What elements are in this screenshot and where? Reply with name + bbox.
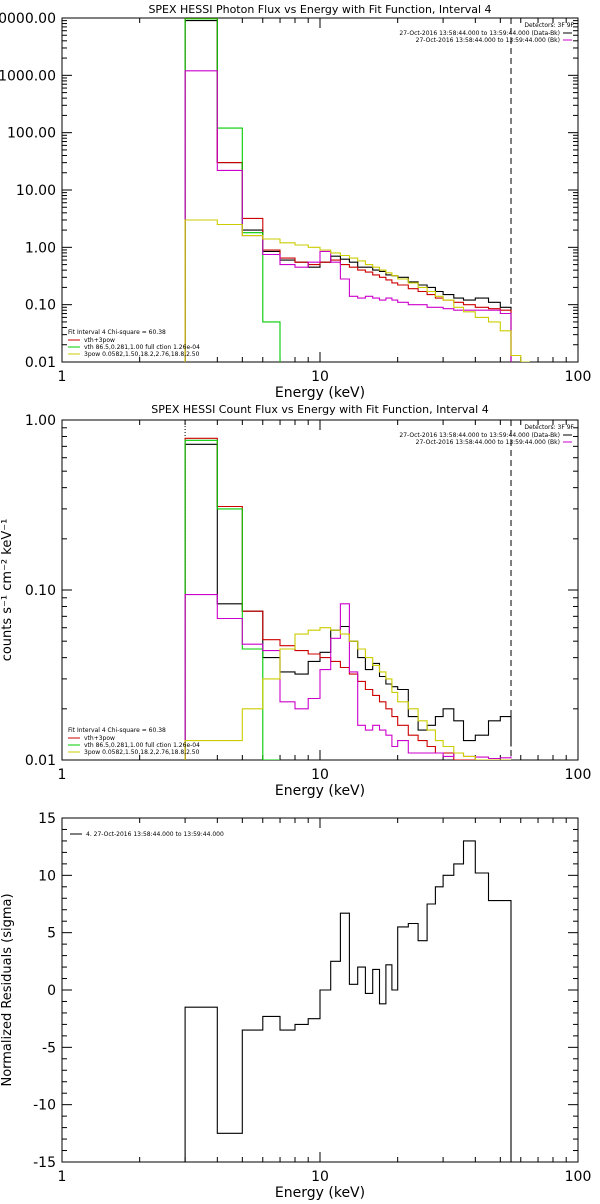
y-tick-label: 0.01 [25,753,56,769]
x-tick-label: 10 [311,1169,329,1185]
y-tick-label: 0.10 [25,583,56,599]
y-axis-label: Normalized Residuals (sigma) [0,893,15,1086]
series-group [184,18,530,362]
legend-entry-label: vth 86.5,0.281,1.00 full ction 1.26e-04 [84,742,200,749]
series-magenta-line [184,70,512,362]
series-black-line [184,840,512,1162]
y-tick-label: -10 [33,1098,56,1114]
chart-title: SPEX HESSI Count Flux vs Energy with Fit… [151,403,488,416]
y-tick-label: 0.01 [25,355,56,371]
x-tick-label: 1 [58,369,67,385]
legend-entry-label: vth+3pow [84,337,115,344]
chart-panel-2: SPEX HESSI Count Flux vs Energy with Fit… [0,403,591,799]
y-tick-label: 1.00 [25,413,56,429]
series-black-line [184,20,512,362]
series-red-line [184,18,512,362]
x-tick-label: 10 [311,369,329,385]
y-tick-label: 10.00 [16,183,56,199]
x-tick-label: 1 [58,1169,67,1185]
series-group [184,437,512,760]
y-axis-label: counts s⁻¹ cm⁻² keV⁻¹ [0,519,15,662]
chart-title: SPEX HESSI Photon Flux vs Energy with Fi… [148,3,491,16]
y-tick-label: 100.00 [7,126,56,142]
y-tick-label: -15 [33,1155,56,1171]
y-tick-label: 15 [38,811,56,827]
chart-panel-3: 1 10 100 -15 -10 -5 0 5 10 15 Energy (keV) Normaliz… [0,811,592,1201]
legend-entry-label: 27-Oct-2016 13:58:44.000 to 13:59:44.000… [416,37,560,44]
y-tick-label: -5 [42,1040,56,1056]
y-tick-label: 1000.00 [0,68,56,84]
x-axis-label: Energy (keV) [275,1185,365,1200]
legend-header: Fit Interval 4 Chi-square = 60.38 [68,727,166,734]
x-tick-label: 100 [565,767,592,783]
y-tick-label: 1.00 [25,240,56,256]
legend-header: Fit Interval 4 Chi-square = 60.38 [68,329,166,336]
y-tick-label: 0 [47,983,56,999]
x-axis-label: Energy (keV) [275,385,365,401]
legend-header: Detectors: 3F 9F [524,424,574,431]
legend-entry-label: 4. 27-Oct-2016 13:58:44.000 to 13:59:44.… [86,831,224,838]
legend-entry-label: vth+3pow [84,735,115,742]
legend-entry-label: 3pow 0.0582,1.50,18.2,2.76,18.8,2.50 [84,351,200,358]
x-tick-label: 1 [58,767,67,783]
x-tick-label: 100 [565,369,592,385]
legend-entry-label: 3pow 0.0582,1.50,18.2,2.76,18.8,2.50 [84,749,200,756]
legend-entry-label: vth 86.5,0.281,1.00 full ction 1.26e-04 [84,344,200,351]
x-tick-label: 10 [311,767,329,783]
plot-frame [61,419,579,761]
legend-entry-label: 27-Oct-2016 13:58:44.000 to 13:59:44.000… [399,30,560,37]
y-tick-label: 0.10 [25,298,56,314]
series-black-line [184,443,512,760]
x-axis-label: Energy (keV) [275,783,365,799]
series-green-line [184,439,280,760]
x-tick-label: 100 [565,1169,592,1185]
y-tick-label: 10000.00 [0,11,56,27]
legend-header: Detectors: 3F 9F [524,22,574,29]
series-red-line [184,437,511,760]
chart-panel-1: SPEX HESSI Photon Flux vs Energy with Fi… [0,3,591,401]
series-magenta-line [184,594,512,760]
series-yellow-line [184,627,511,760]
legend-entry-label: 27-Oct-2016 13:58:44.000 to 13:59:44.000… [416,439,560,446]
legend-entry-label: 27-Oct-2016 13:58:44.000 to 13:59:44.000… [399,432,560,439]
y-tick-label: 10 [38,868,56,884]
y-tick-label: 5 [47,926,56,942]
series-group [184,840,512,1162]
series-yellow-line [184,219,530,362]
